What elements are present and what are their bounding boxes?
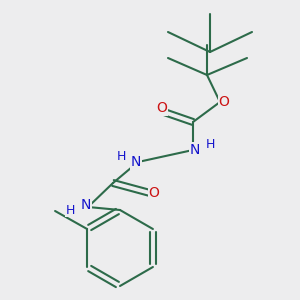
Text: O: O <box>157 101 167 115</box>
Text: O: O <box>219 95 230 109</box>
Text: N: N <box>190 143 200 157</box>
Text: H: H <box>65 203 75 217</box>
Text: O: O <box>148 186 159 200</box>
Text: H: H <box>205 139 215 152</box>
Text: N: N <box>131 155 141 169</box>
Text: H: H <box>116 151 126 164</box>
Text: N: N <box>81 198 91 212</box>
